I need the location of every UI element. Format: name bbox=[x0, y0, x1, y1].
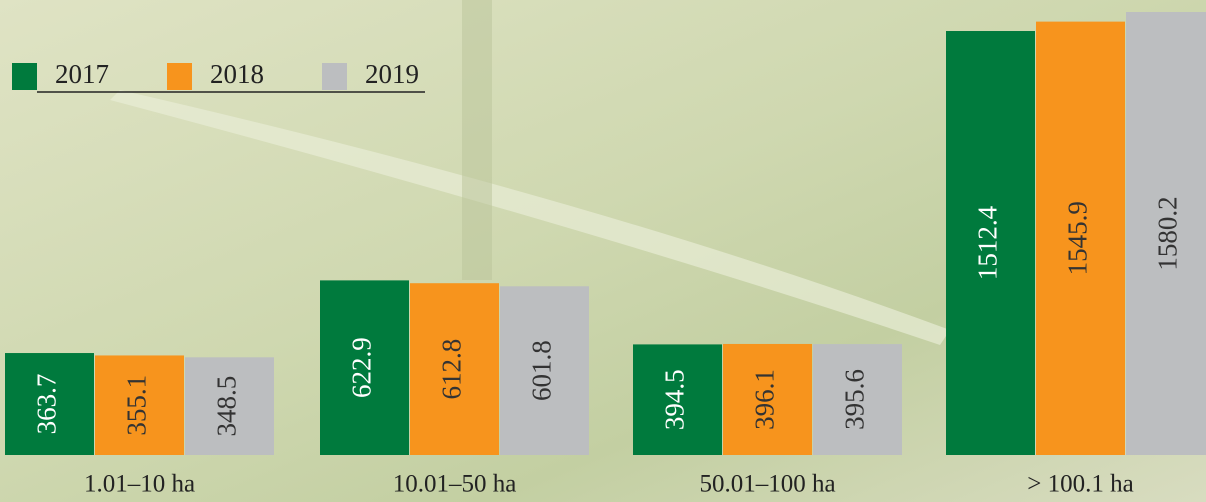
legend-label: 2018 bbox=[210, 59, 264, 89]
background-stem bbox=[462, 0, 492, 280]
bar bbox=[95, 355, 184, 455]
bar bbox=[1036, 21, 1125, 455]
bar bbox=[500, 286, 589, 455]
value-label: 355.1 bbox=[122, 375, 152, 436]
legend-swatch bbox=[322, 63, 347, 90]
value-label: 395.6 bbox=[840, 369, 870, 430]
x-tick-label: 50.01–100 ha bbox=[699, 471, 835, 498]
bar bbox=[813, 344, 902, 455]
value-label: 396.1 bbox=[750, 369, 780, 430]
value-label: 1512.4 bbox=[973, 205, 1003, 280]
bar bbox=[723, 343, 812, 455]
legend-label: 2017 bbox=[55, 59, 109, 89]
x-tick-label: > 100.1 ha bbox=[1027, 471, 1133, 498]
bar bbox=[946, 31, 1035, 455]
legend-swatch bbox=[12, 63, 37, 90]
bar bbox=[633, 344, 722, 455]
bar bbox=[5, 353, 94, 455]
x-tick-label: 1.01–10 ha bbox=[84, 471, 195, 498]
legend-label: 2019 bbox=[365, 59, 419, 89]
value-label: 348.5 bbox=[212, 376, 242, 437]
bar bbox=[320, 280, 409, 455]
x-tick-label: 10.01–50 ha bbox=[393, 471, 517, 498]
bar bbox=[185, 357, 274, 455]
value-label: 394.5 bbox=[660, 369, 690, 430]
value-label: 363.7 bbox=[32, 374, 62, 435]
value-label: 601.8 bbox=[527, 340, 557, 401]
bar bbox=[1126, 12, 1206, 455]
background-leaf bbox=[110, 90, 950, 345]
value-label: 622.9 bbox=[347, 337, 377, 398]
bar bbox=[410, 283, 499, 455]
value-label: 1545.9 bbox=[1063, 201, 1093, 275]
value-label: 612.8 bbox=[437, 339, 467, 400]
legend-swatch bbox=[167, 63, 192, 90]
value-label: 1580.2 bbox=[1153, 196, 1183, 270]
